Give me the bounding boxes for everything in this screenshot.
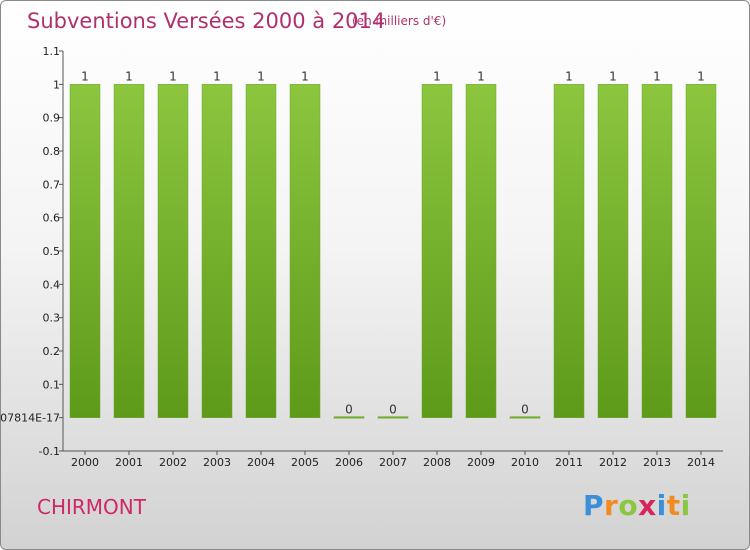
x-tick-label: 2010 <box>511 456 539 469</box>
bar <box>597 84 629 418</box>
value-label: 1 <box>477 69 485 83</box>
x-tick-label: 2004 <box>247 456 275 469</box>
value-label: 1 <box>125 69 133 83</box>
bar <box>113 84 145 418</box>
logo-letter: r <box>604 489 619 522</box>
value-label: 1 <box>301 69 309 83</box>
bar <box>245 84 277 418</box>
bar <box>157 84 189 418</box>
value-label: 0 <box>521 403 529 417</box>
y-tick-label: 0.1 <box>43 378 61 391</box>
bar <box>641 84 673 418</box>
chart-unit: (en milliers d'€) <box>352 14 447 28</box>
bar <box>201 84 233 418</box>
x-tick-label: 2014 <box>687 456 715 469</box>
value-label: 1 <box>81 69 89 83</box>
value-label: 1 <box>213 69 221 83</box>
bar <box>421 84 453 418</box>
value-label: 1 <box>697 69 705 83</box>
y-tick-label: 0.3 <box>43 312 61 325</box>
x-tick-label: 2001 <box>115 456 143 469</box>
bar <box>685 84 717 418</box>
x-tick-label: 2000 <box>71 456 99 469</box>
y-tick-label: 0.9 <box>43 112 61 125</box>
value-label: 1 <box>169 69 177 83</box>
logo-letter: i <box>656 489 667 522</box>
value-label: 1 <box>609 69 617 83</box>
y-tick-label: 0.8 <box>43 145 61 158</box>
y-tick-label: 0.6 <box>43 212 61 225</box>
bar <box>69 84 101 418</box>
x-tick-label: 2009 <box>467 456 495 469</box>
y-tick-label: 1.1 <box>43 45 61 58</box>
x-tick-label: 2012 <box>599 456 627 469</box>
x-tick-label: 2011 <box>555 456 583 469</box>
commune-name: CHIRMONT <box>37 495 146 519</box>
y-tick-label: 0.4 <box>43 278 61 291</box>
bar <box>465 84 497 418</box>
value-label: 1 <box>257 69 265 83</box>
x-tick-label: 2008 <box>423 456 451 469</box>
value-label: 0 <box>389 403 397 417</box>
bar <box>553 84 585 418</box>
logo-letter: o <box>618 489 639 522</box>
y-tick-label: 1.3877787807814E-17 <box>1 412 60 425</box>
bar <box>509 416 541 419</box>
y-tick-label: 0.5 <box>43 245 61 258</box>
value-label: 1 <box>565 69 573 83</box>
value-label: 1 <box>653 69 661 83</box>
proxiti-logo: Proxiti <box>583 489 691 522</box>
x-tick-label: 2005 <box>291 456 319 469</box>
logo-letter: P <box>583 489 605 522</box>
bar <box>333 416 365 419</box>
y-tick-label: 1 <box>53 78 60 91</box>
chart-title: Subventions Versées 2000 à 2014 <box>27 9 386 33</box>
x-tick-label: 2013 <box>643 456 671 469</box>
x-tick-label: 2003 <box>203 456 231 469</box>
y-tick-label: 0.2 <box>43 345 61 358</box>
value-label: 1 <box>433 69 441 83</box>
x-tick-label: 2006 <box>335 456 363 469</box>
x-tick-label: 2002 <box>159 456 187 469</box>
logo-letter: i <box>680 489 691 522</box>
y-tick-label: -0.1 <box>39 445 60 458</box>
logo-letter: x <box>638 489 657 522</box>
y-tick-label: 0.7 <box>43 178 61 191</box>
bar <box>377 416 409 419</box>
value-label: 0 <box>345 403 353 417</box>
x-tick-label: 2007 <box>379 456 407 469</box>
logo-letter: t <box>666 489 681 522</box>
bar <box>289 84 321 418</box>
